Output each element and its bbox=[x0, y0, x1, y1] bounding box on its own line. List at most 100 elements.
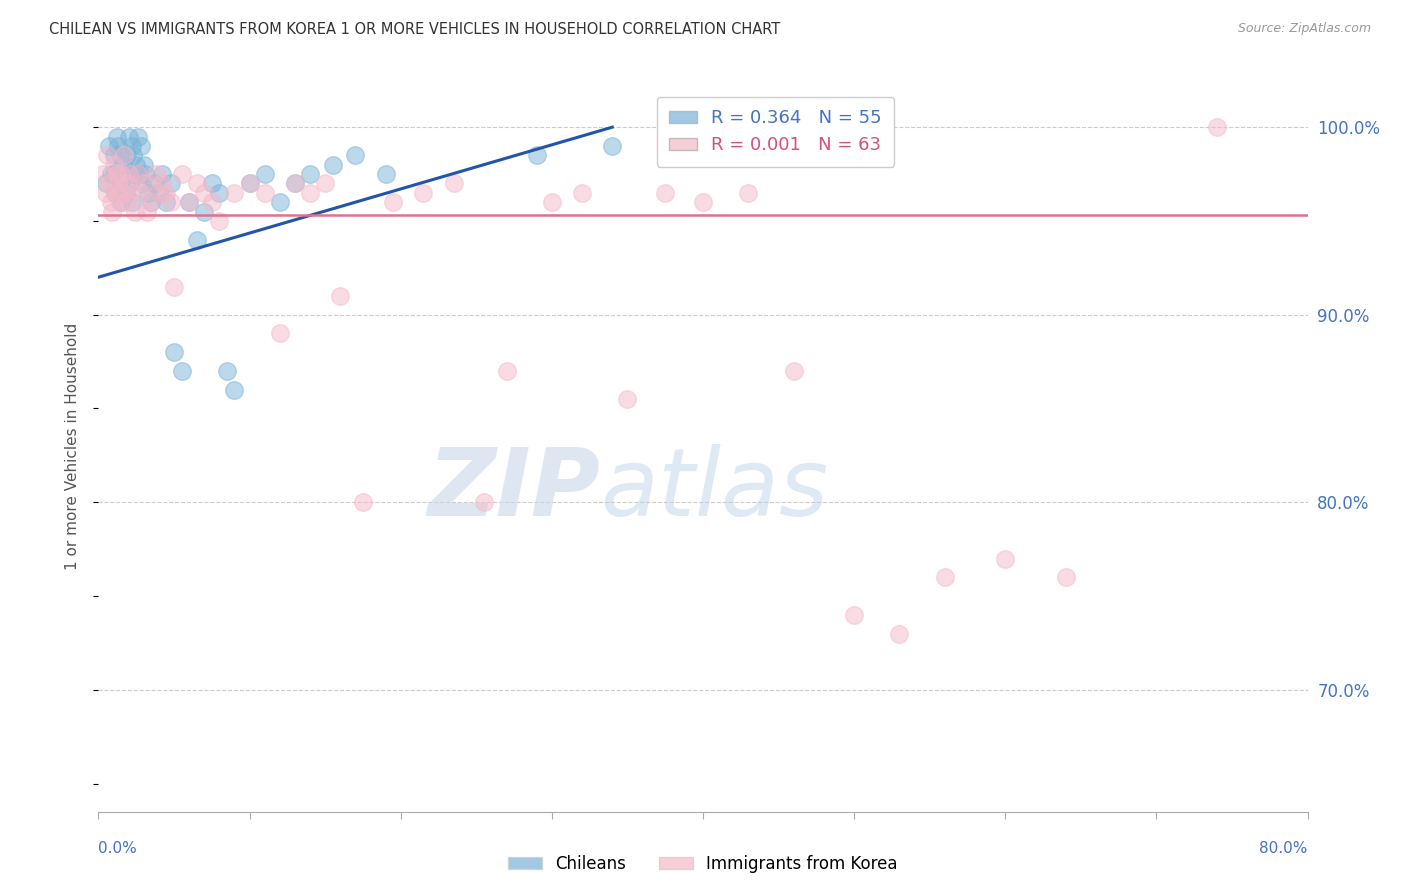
Point bbox=[114, 195, 136, 210]
Point bbox=[103, 148, 125, 162]
Text: 0.0%: 0.0% bbox=[98, 841, 138, 856]
Legend: Chileans, Immigrants from Korea: Chileans, Immigrants from Korea bbox=[502, 848, 904, 880]
Point bbox=[134, 167, 156, 181]
Point bbox=[314, 177, 336, 191]
Point bbox=[129, 186, 152, 200]
Point bbox=[141, 195, 163, 210]
Text: 80.0%: 80.0% bbox=[1260, 841, 1308, 856]
Point bbox=[150, 177, 173, 191]
Point bbox=[124, 204, 146, 219]
Point bbox=[110, 167, 132, 181]
Point bbox=[110, 177, 132, 191]
Point bbox=[94, 177, 117, 191]
Point bbox=[1206, 120, 1229, 135]
Point bbox=[94, 186, 117, 200]
Point bbox=[122, 148, 145, 162]
Text: atlas: atlas bbox=[600, 444, 828, 535]
Point bbox=[412, 186, 434, 200]
Point bbox=[299, 186, 322, 200]
Point bbox=[844, 607, 866, 622]
Point bbox=[129, 139, 152, 153]
Point bbox=[155, 186, 177, 200]
Point bbox=[193, 204, 215, 219]
Point bbox=[148, 186, 170, 200]
Point bbox=[98, 177, 121, 191]
Point bbox=[100, 195, 122, 210]
Point bbox=[239, 177, 262, 191]
Point bbox=[121, 186, 143, 200]
Point bbox=[107, 177, 129, 191]
Point bbox=[571, 186, 593, 200]
Point bbox=[994, 551, 1017, 566]
Point bbox=[115, 148, 138, 162]
Point bbox=[148, 186, 170, 200]
Point bbox=[269, 195, 291, 210]
Point bbox=[96, 148, 118, 162]
Point bbox=[105, 167, 128, 181]
Point bbox=[253, 167, 276, 181]
Point bbox=[382, 195, 405, 210]
Point bbox=[112, 167, 135, 181]
Point bbox=[193, 186, 215, 200]
Point bbox=[253, 186, 276, 200]
Point bbox=[121, 139, 143, 153]
Point bbox=[374, 167, 396, 181]
Point bbox=[602, 139, 624, 153]
Point bbox=[100, 167, 122, 181]
Point bbox=[104, 186, 127, 200]
Point bbox=[111, 158, 134, 172]
Point bbox=[352, 495, 374, 509]
Point bbox=[91, 167, 114, 181]
Point bbox=[495, 364, 517, 378]
Point bbox=[201, 195, 224, 210]
Point bbox=[201, 177, 224, 191]
Point bbox=[344, 148, 367, 162]
Point bbox=[143, 177, 166, 191]
Point bbox=[125, 158, 148, 172]
Point bbox=[163, 345, 186, 359]
Point bbox=[692, 195, 714, 210]
Point bbox=[124, 167, 146, 181]
Point bbox=[118, 167, 141, 181]
Text: Source: ZipAtlas.com: Source: ZipAtlas.com bbox=[1237, 22, 1371, 36]
Point bbox=[141, 195, 163, 210]
Point bbox=[107, 139, 129, 153]
Point bbox=[127, 167, 149, 181]
Point bbox=[132, 158, 155, 172]
Point bbox=[737, 186, 759, 200]
Point bbox=[155, 195, 177, 210]
Point bbox=[145, 167, 167, 181]
Point bbox=[103, 158, 125, 172]
Point bbox=[472, 495, 495, 509]
Point bbox=[114, 186, 136, 200]
Point bbox=[654, 186, 676, 200]
Point bbox=[128, 167, 150, 181]
Point bbox=[224, 383, 246, 397]
Point bbox=[239, 177, 262, 191]
Point bbox=[112, 148, 135, 162]
Point bbox=[170, 167, 193, 181]
Point bbox=[150, 167, 173, 181]
Point bbox=[127, 129, 149, 144]
Point bbox=[443, 177, 465, 191]
Text: CHILEAN VS IMMIGRANTS FROM KOREA 1 OR MORE VEHICLES IN HOUSEHOLD CORRELATION CHA: CHILEAN VS IMMIGRANTS FROM KOREA 1 OR MO… bbox=[49, 22, 780, 37]
Point bbox=[783, 364, 806, 378]
Point bbox=[110, 195, 132, 210]
Point bbox=[108, 195, 131, 210]
Point bbox=[136, 186, 159, 200]
Y-axis label: 1 or more Vehicles in Household: 1 or more Vehicles in Household bbox=[65, 322, 80, 570]
Point bbox=[329, 289, 352, 303]
Point bbox=[131, 177, 153, 191]
Point bbox=[284, 177, 307, 191]
Point bbox=[115, 177, 138, 191]
Point bbox=[186, 233, 208, 247]
Point bbox=[118, 167, 141, 181]
Point bbox=[186, 177, 208, 191]
Point bbox=[98, 139, 121, 153]
Point bbox=[160, 195, 183, 210]
Point bbox=[103, 167, 125, 181]
Point bbox=[269, 326, 291, 341]
Text: ZIP: ZIP bbox=[427, 444, 600, 536]
Point bbox=[132, 177, 155, 191]
Point bbox=[215, 364, 238, 378]
